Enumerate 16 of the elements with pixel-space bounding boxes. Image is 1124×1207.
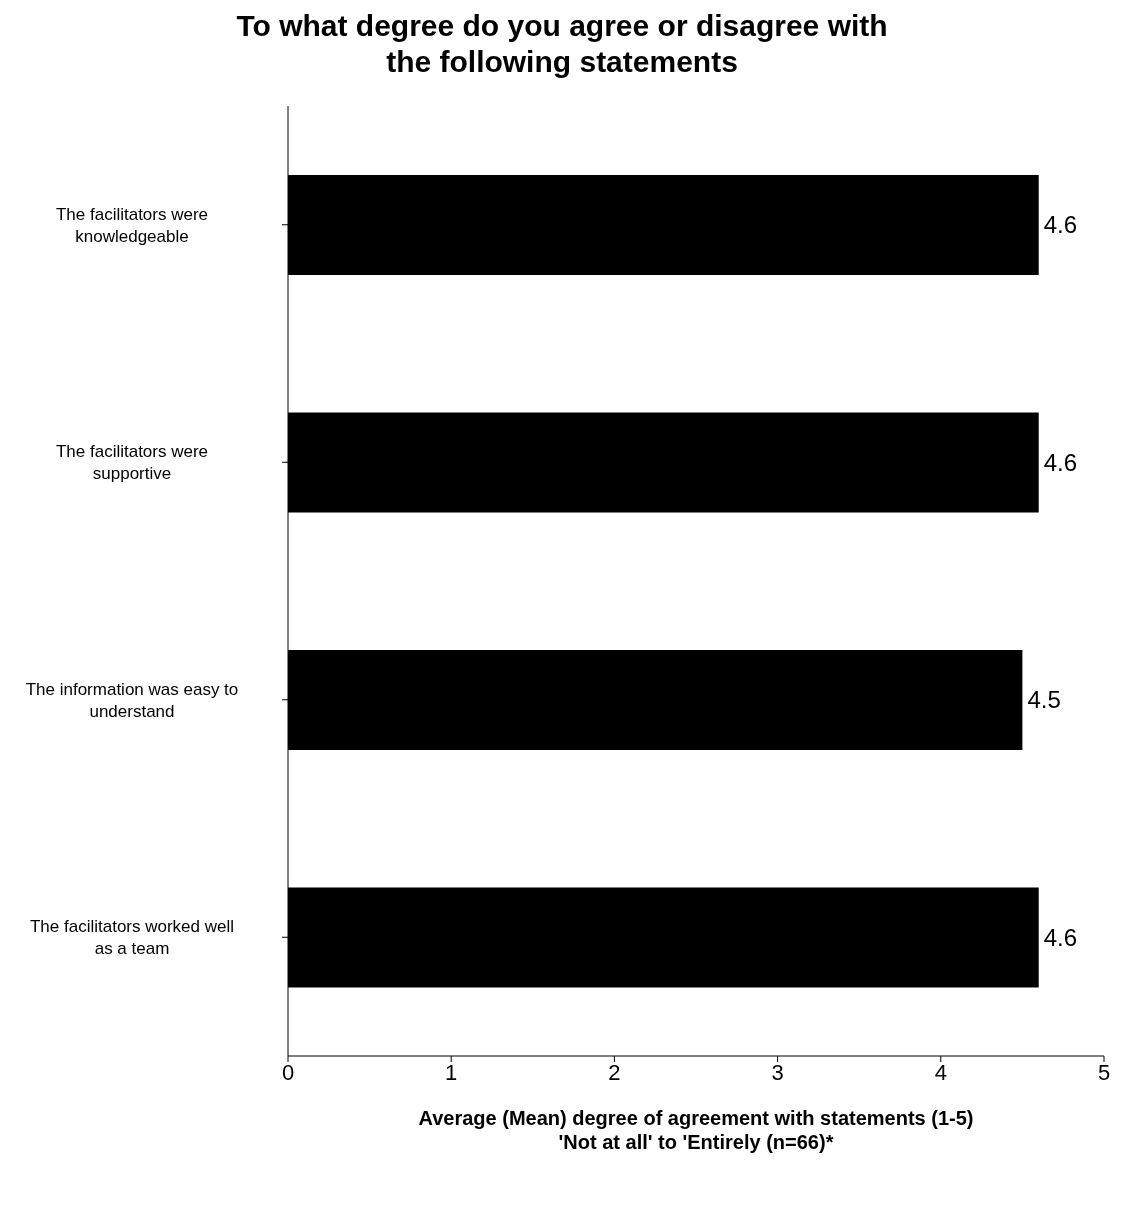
x-tick-label: 5: [1097, 1059, 1111, 1085]
x-tick-label: 3: [771, 1059, 784, 1085]
y-tick-label: The information was easy to understand: [25, 679, 239, 721]
data-label: 4.6: [1043, 211, 1078, 239]
x-tick-label: 0: [281, 1059, 295, 1085]
x-tick-label: 1: [445, 1059, 458, 1085]
x-tick-label: 2: [608, 1059, 621, 1085]
x-axis-title: Average (Mean) degree of agreement with statements (1-5) 'Not at all' to 'Entirely (n=66)*: [417, 1106, 975, 1154]
x-tick-label: 4: [934, 1059, 947, 1085]
y-tick-label: The facilitators were supportive: [55, 442, 209, 484]
data-label: 4.6: [1043, 923, 1078, 951]
data-label: 4.5: [1027, 686, 1061, 714]
chart-title: To what degree do you agree or disagree with the following statements: [235, 8, 889, 80]
data-label: 4.6: [1043, 448, 1078, 476]
y-tick-label: The facilitators were knowledgeable: [55, 204, 209, 246]
y-tick-label: The facilitators worked well as a team: [29, 917, 235, 959]
